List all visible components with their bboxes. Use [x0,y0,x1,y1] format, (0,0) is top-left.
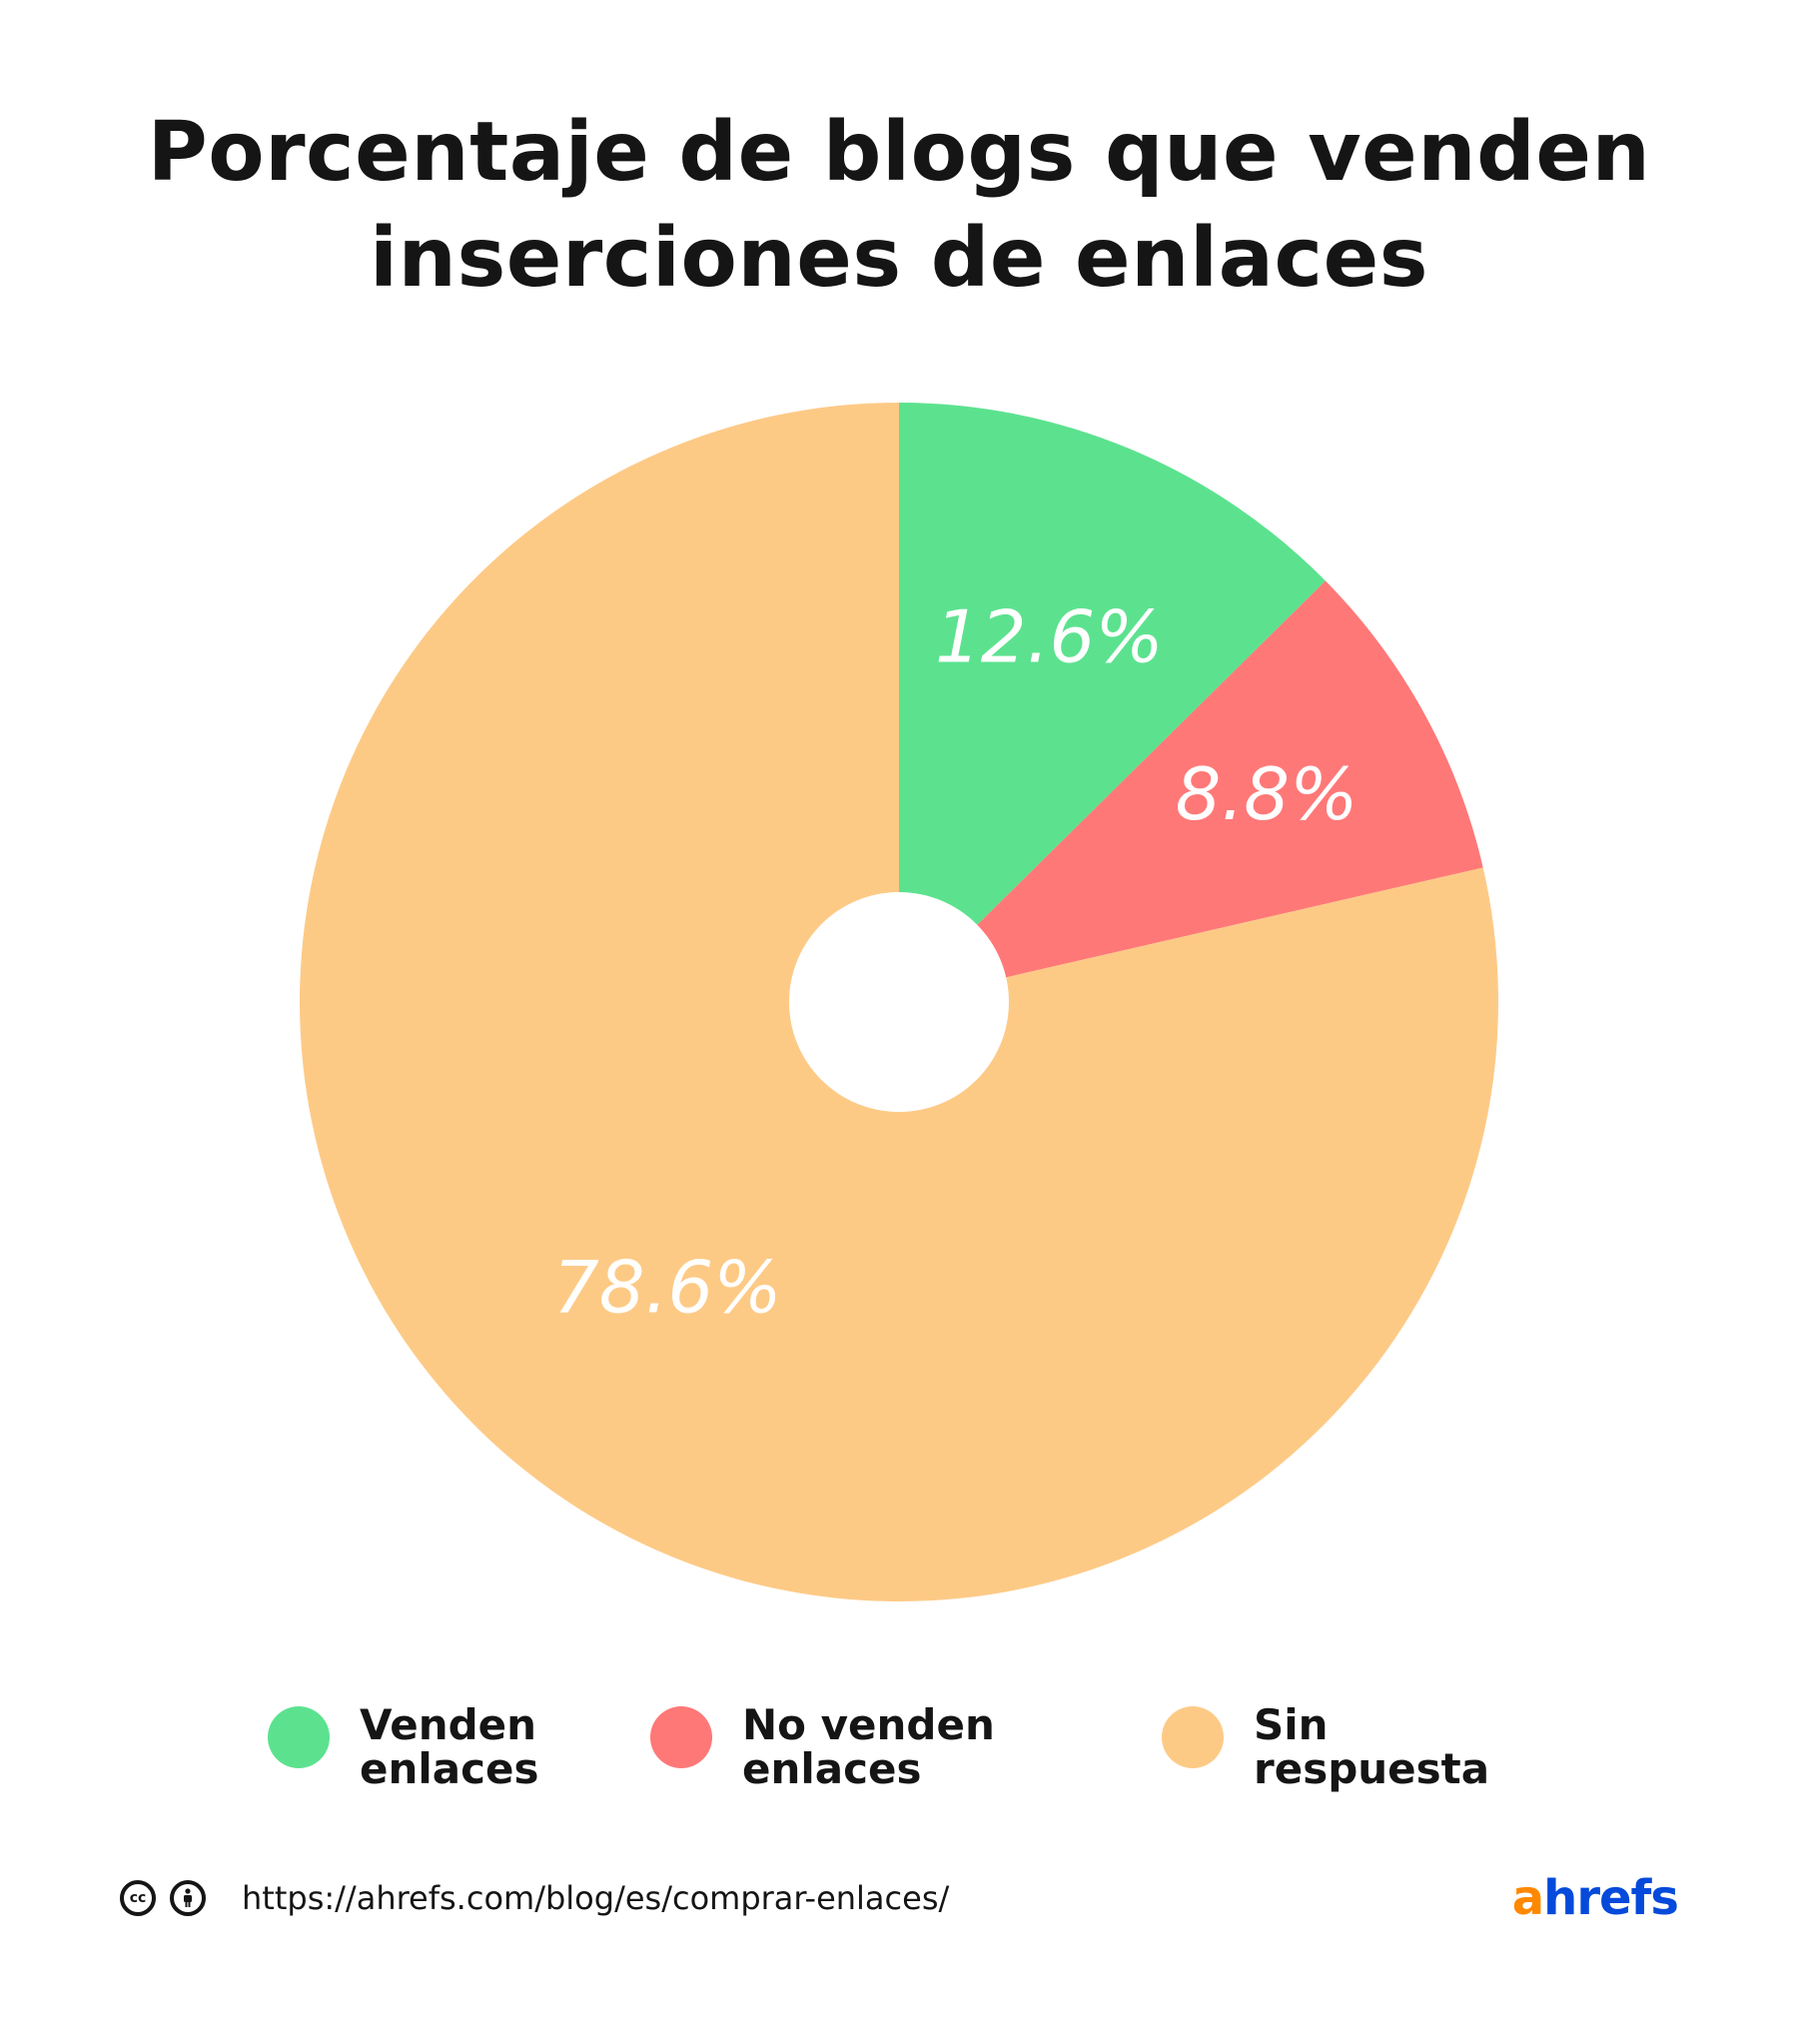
legend-swatch-no-venden-enlaces [650,1706,712,1768]
chart-title-line-1: Porcentaje de blogs que venden [147,105,1651,200]
source-url[interactable]: https://ahrefs.com/blog/es/comprar-enlac… [242,1879,950,1917]
legend-swatch-venden-enlaces [268,1706,330,1768]
pie-slice-no-venden-enlaces [899,580,1483,1002]
chart-title-line-2: inserciones de enlaces [369,211,1429,306]
legend: Venden enlaces No venden enlaces Sin res… [0,1703,1798,1823]
slice-label-venden-enlaces: 12.6% [935,595,1164,679]
attribution-icon [170,1880,206,1916]
legend-swatch-sin-respuesta [1162,1706,1224,1768]
pie-slice-venden-enlaces [899,403,1326,1002]
license-icons: cc [120,1880,206,1916]
donut-hole [789,892,1009,1112]
ahrefs-logo: ahrefs [1511,1870,1679,1926]
legend-item-venden-enlaces: Venden enlaces [268,1703,619,1791]
creative-commons-icon: cc [120,1880,156,1916]
legend-item-sin-respuesta: Sin respuesta [1162,1703,1513,1791]
legend-label-no-venden-enlaces: No venden enlaces [742,1700,995,1793]
footer: cc https://ahrefs.com/blog/es/comprar-en… [120,1872,1679,1938]
person-icon [184,1888,192,1907]
pie-chart: 12.6%8.8% 78.6% [300,403,1499,1601]
chart-title: Porcentaje de blogs que venden insercion… [0,100,1798,312]
legend-item-no-venden-enlaces: No venden enlaces [650,1703,1002,1791]
slice-label-sin-respuesta: 78.6% [553,1246,782,1330]
legend-label-venden-enlaces: Venden enlaces [360,1700,539,1793]
legend-label-sin-respuesta: Sin respuesta [1254,1700,1490,1793]
slice-label-no-venden-enlaces: 8.8% [1176,752,1358,836]
